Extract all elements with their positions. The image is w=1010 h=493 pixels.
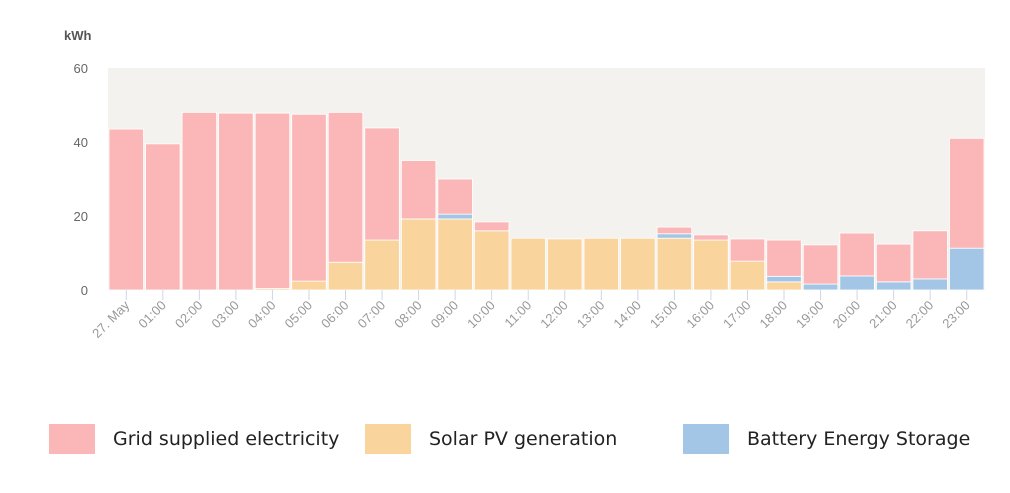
x-tick-label: 02:00 (172, 298, 206, 332)
bar-segment[interactable] (400, 218, 437, 291)
bar-segment[interactable] (145, 143, 181, 291)
x-tick-label: 13:00 (574, 298, 608, 332)
bar-segment[interactable] (912, 230, 948, 280)
bar-segment[interactable] (583, 237, 619, 291)
bar-segment[interactable] (802, 283, 839, 291)
bar-segment[interactable] (400, 160, 437, 220)
x-tick-label: 20:00 (830, 298, 864, 332)
bar-segment[interactable] (766, 275, 802, 283)
y-axis-title: kWh (64, 28, 92, 43)
x-tick-label: 19:00 (793, 298, 827, 332)
legend-item-solar[interactable]: Solar PV generation (365, 424, 617, 454)
bar-segment[interactable] (802, 244, 839, 285)
bar-segment[interactable] (839, 275, 875, 291)
y-tick-label: 0 (81, 283, 88, 298)
legend-label: Battery Energy Storage (747, 428, 971, 450)
x-tick-label: 17:00 (720, 298, 754, 332)
x-tick-label: 12:00 (537, 298, 571, 332)
bar-segment[interactable] (729, 238, 766, 262)
x-tick-label: 01:00 (135, 298, 169, 332)
bar-segment[interactable] (656, 233, 693, 239)
x-tick-label: 10:00 (464, 298, 498, 332)
bar-segment[interactable] (949, 247, 985, 291)
x-tick-label: 18:00 (757, 298, 791, 332)
y-tick-label: 20 (74, 209, 88, 224)
bar-segment[interactable] (912, 278, 948, 291)
bar-segment[interactable] (510, 237, 546, 291)
legend-label: Solar PV generation (429, 428, 618, 450)
bar-segment[interactable] (437, 178, 473, 215)
legend-swatch-solar (365, 424, 411, 454)
bar-segment[interactable] (474, 221, 510, 232)
x-tick-label: 23:00 (939, 298, 973, 332)
bar-segment[interactable] (181, 112, 218, 291)
x-tick-label: 16:00 (683, 298, 717, 332)
x-tick-label: 11:00 (501, 298, 534, 331)
bar-segment[interactable] (875, 281, 912, 291)
legend-item-battery[interactable]: Battery Energy Storage (683, 424, 970, 454)
bar-segment[interactable] (254, 112, 291, 289)
bar-segment[interactable] (108, 128, 144, 291)
bar-segment[interactable] (291, 113, 327, 282)
bar-segment[interactable] (364, 239, 400, 291)
bar-segment[interactable] (291, 280, 327, 291)
x-tick-label: 07:00 (355, 298, 389, 332)
x-tick-label: 04:00 (245, 298, 279, 332)
bar-segment[interactable] (656, 237, 693, 291)
bar-segment[interactable] (949, 137, 985, 249)
x-tick-label: 08:00 (391, 298, 425, 332)
bar-segment[interactable] (364, 127, 400, 241)
legend-label: Grid supplied electricity (113, 428, 340, 450)
bar-segment[interactable] (766, 281, 802, 291)
x-tick-label: 15:00 (647, 298, 681, 332)
plot-area (108, 68, 985, 290)
x-tick-label: 06:00 (318, 298, 352, 332)
y-tick-label: 40 (74, 135, 88, 150)
x-tick-label: 05:00 (281, 298, 315, 332)
bar-segment[interactable] (729, 260, 766, 291)
bar-segment[interactable] (656, 226, 693, 235)
bar-segment[interactable] (547, 238, 583, 291)
bar-segment[interactable] (693, 234, 729, 241)
bar-segment[interactable] (474, 230, 510, 291)
x-tick-label: 14:00 (610, 298, 644, 332)
bar-segment[interactable] (875, 243, 912, 283)
x-tick-label: 03:00 (208, 298, 242, 332)
bar-segment[interactable] (839, 232, 875, 277)
bar-segment[interactable] (437, 213, 473, 220)
bar-segment[interactable] (327, 261, 364, 291)
legend-swatch-grid (49, 424, 95, 454)
legend-item-grid[interactable]: Grid supplied electricity (49, 424, 339, 454)
bar-segment[interactable] (620, 237, 656, 291)
bar-segment[interactable] (766, 239, 802, 277)
y-tick-label: 60 (74, 61, 88, 76)
bar-segment[interactable] (218, 112, 254, 291)
bar-segment[interactable] (437, 218, 473, 291)
legend: Grid supplied electricity Solar PV gener… (0, 424, 1010, 460)
bar-segment[interactable] (327, 112, 364, 263)
legend-swatch-battery (683, 424, 729, 454)
x-tick-label: 09:00 (428, 298, 462, 332)
x-tick-label: 27. May (89, 297, 133, 341)
x-tick-label: 21:00 (866, 298, 900, 332)
bar-segment[interactable] (693, 239, 729, 291)
x-tick-label: 22:00 (903, 298, 937, 332)
